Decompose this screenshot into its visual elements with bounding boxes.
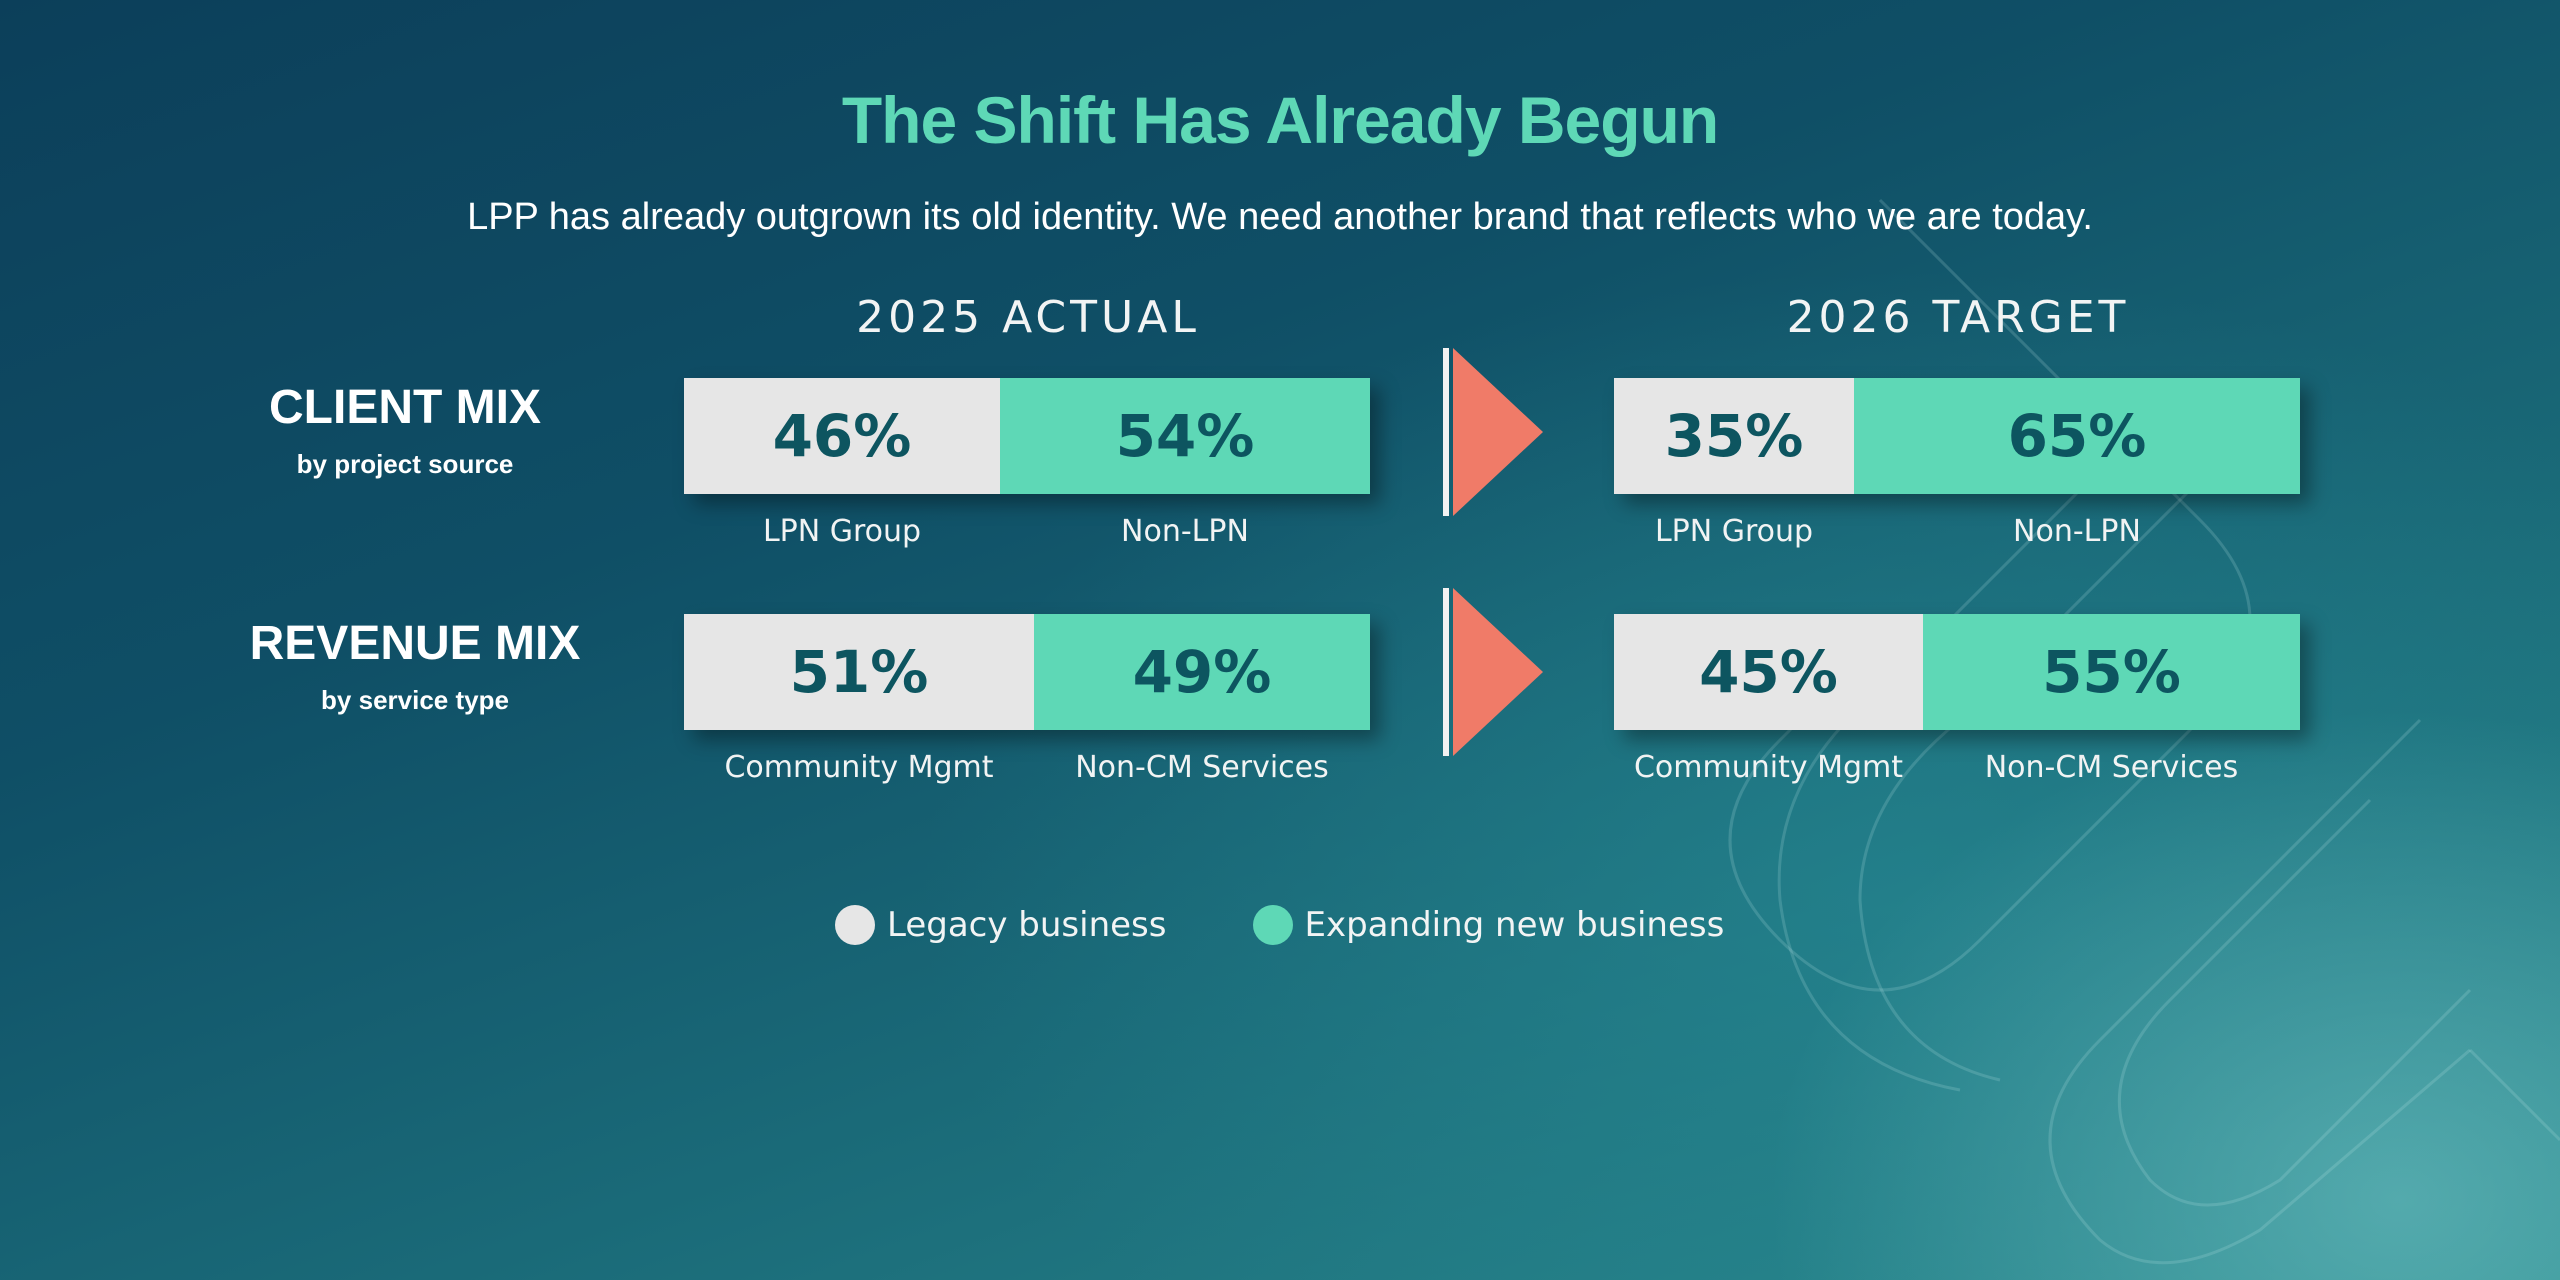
segment-category-label: Community Mgmt [724,750,994,785]
bar-segment-new: 65% [1854,378,2300,494]
legend-item-new: Expanding new business [1252,905,1725,945]
arrow-right-icon [1443,588,1547,756]
stacked-bar: 46% 54% [684,378,1370,494]
row-subtitle: by project source [296,449,514,479]
bar-segment-new: 54% [1000,378,1370,494]
row-subtitle: by service type [321,685,509,715]
legend-item-legacy: Legacy business [835,905,1167,945]
legend-label-new: Expanding new business [1304,905,1725,945]
stacked-bar: 45% 55% [1614,614,2300,730]
segment-category-label: Non-CM Services [1984,750,2239,785]
row-title: REVENUE MIX [249,617,581,670]
row-label-revenue-mix: REVENUE MIX by service type [205,616,625,716]
segment-category-label: LPN Group [762,514,922,549]
segment-category-label: Community Mgmt [1633,750,1904,785]
row-label-client-mix: CLIENT MIX by project source [195,380,615,480]
bar-segment-legacy: 35% [1614,378,1854,494]
stacked-bar: 35% 65% [1614,378,2300,494]
page-subtitle: LPP has already outgrown its old identit… [467,196,2093,238]
segment-category-label: Non-LPN [2013,514,2141,549]
legacy-swatch-icon [835,905,875,945]
segment-category-label: Non-CM Services [1075,750,1329,785]
bar-segment-new: 49% [1034,614,1370,730]
stacked-bar: 51% 49% [684,614,1370,730]
page-title: The Shift Has Already Begun [841,83,1719,157]
segment-category-label: LPN Group [1654,514,1814,549]
bar-segment-legacy: 46% [684,378,1000,494]
arrow-right-icon [1443,348,1547,516]
bar-segment-legacy: 51% [684,614,1034,730]
bar-segment-legacy: 45% [1614,614,1923,730]
legend: Legacy business Expanding new business [835,905,1810,945]
column-header-2026: 2026 TARGET [1786,292,2130,343]
bar-segment-new: 55% [1923,614,2300,730]
segment-category-label: Non-LPN [1121,514,1249,549]
column-header-2025: 2025 ACTUAL [856,292,1200,343]
row-title: CLIENT MIX [269,381,541,434]
legend-label-legacy: Legacy business [887,905,1167,945]
new-swatch-icon [1252,905,1293,945]
